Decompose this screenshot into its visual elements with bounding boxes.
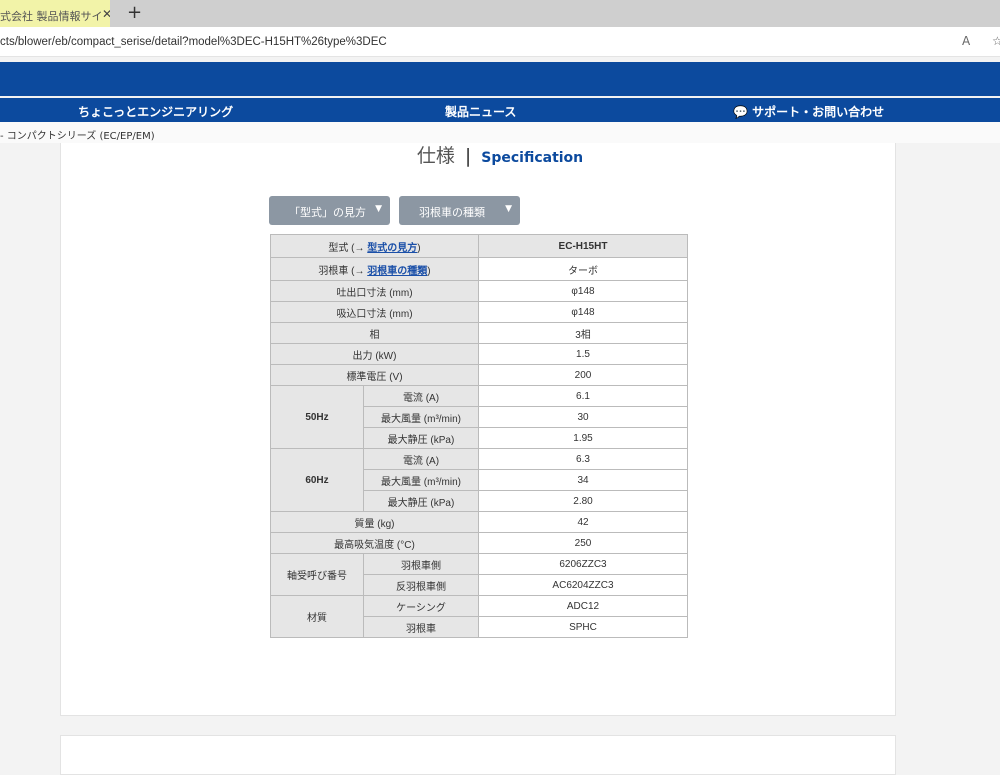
chat-icon: 💬: [733, 105, 748, 119]
spec-value: 6.1: [478, 385, 688, 407]
tab-title: 式会社 製品情報サイ: [0, 10, 103, 23]
url-text[interactable]: cts/blower/eb/compact_serise/detail?mode…: [0, 36, 387, 48]
spec-value: ADC12: [478, 595, 688, 617]
table-row: 軸受呼び番号 羽根車側 6206ZZC3: [270, 553, 688, 596]
table-row: 型式 (→ 型式の見方) EC-H15HT: [270, 234, 688, 258]
spec-value: 1.95: [478, 427, 688, 449]
site-header: [0, 62, 1000, 96]
spec-label: 50Hz: [270, 385, 364, 449]
spec-label: 最大風量 (m³/min): [363, 469, 479, 491]
spec-label: 吐出口寸法 (mm): [270, 280, 479, 302]
table-row: 50Hz 電流 (A) 6.1: [270, 385, 688, 449]
caret-down-icon: ▼: [505, 204, 512, 214]
spec-label: 質量 (kg): [270, 511, 479, 533]
spec-link[interactable]: 型式の見方: [367, 242, 418, 254]
spec-value: φ148: [478, 301, 688, 323]
spec-label: 反羽根車側: [363, 574, 479, 596]
caret-down-icon: ▼: [375, 204, 382, 214]
table-row: 羽根車 SPHC: [271, 616, 688, 638]
table-row: 最大静圧 (kPa) 2.80: [271, 490, 688, 512]
table-row: 60Hz 電流 (A) 6.3: [270, 448, 688, 512]
new-tab-icon[interactable]: +: [127, 2, 143, 23]
spec-label: 電流 (A): [363, 448, 479, 470]
spec-label: 材質: [270, 595, 364, 638]
spec-value: ターボ: [478, 257, 688, 281]
favorite-icon[interactable]: ☆: [992, 34, 1000, 48]
table-row: 質量 (kg) 42: [270, 511, 688, 533]
spec-label: 最大静圧 (kPa): [363, 427, 479, 449]
spec-label: ケーシング: [363, 595, 479, 617]
spec-label: 羽根車: [363, 616, 479, 638]
spec-value: 200: [478, 364, 688, 386]
spec-label: 最大静圧 (kPa): [363, 490, 479, 512]
spec-value: 6.3: [478, 448, 688, 470]
table-row: 最大風量 (m³/min) 34: [271, 469, 688, 491]
nav-item-engineering[interactable]: ちょこっとエンジニアリング: [78, 105, 234, 119]
spec-label: 電流 (A): [363, 385, 479, 407]
spec-table: 型式 (→ 型式の見方) EC-H15HT 羽根車 (→ 羽根車の種類) ターボ 吐出口…: [270, 234, 688, 638]
spec-label: 出力 (kW): [270, 343, 479, 365]
nav-item-support[interactable]: 💬 サポート・お問い合わせ: [733, 105, 885, 119]
spec-label: 最大風量 (m³/min): [363, 406, 479, 428]
spec-label: 軸受呼び番号: [270, 553, 364, 596]
browser-tab-bar: 式会社 製品情報サイ ✕ +: [0, 0, 1000, 36]
spec-value: 2.80: [478, 490, 688, 512]
spec-label: 相: [270, 322, 479, 344]
nav-item-news[interactable]: 製品ニュース: [445, 105, 517, 119]
table-row: 最高吸気温度 (°C) 250: [270, 532, 688, 554]
next-card: [60, 735, 896, 775]
spec-label: 吸込口寸法 (mm): [270, 301, 479, 323]
spec-value: 6206ZZC3: [478, 553, 688, 575]
table-row: 標準電圧 (V) 200: [270, 364, 688, 386]
spec-value: EC-H15HT: [478, 234, 688, 258]
table-row: 相 3相: [270, 322, 688, 344]
table-row: 羽根車 (→ 羽根車の種類) ターボ: [270, 257, 688, 281]
spec-label: 最高吸気温度 (°C): [270, 532, 479, 554]
spec-label: 羽根車 (→ 羽根車の種類): [270, 257, 479, 281]
page-title: 仕様 | Specification: [416, 145, 584, 167]
spec-label: 標準電圧 (V): [270, 364, 479, 386]
read-aloud-icon[interactable]: A: [962, 34, 971, 48]
spec-value: 34: [478, 469, 688, 491]
model-guide-button[interactable]: 「型式」の見方 ▼: [269, 196, 390, 225]
spec-value: 30: [478, 406, 688, 428]
spec-label: 型式 (→ 型式の見方): [270, 234, 479, 258]
address-bar[interactable]: cts/blower/eb/compact_serise/detail?mode…: [0, 27, 1000, 57]
table-row: 材質 ケーシング ADC12: [270, 595, 688, 638]
table-row: 最大風量 (m³/min) 30: [271, 406, 688, 428]
spec-value: 250: [478, 532, 688, 554]
main-nav: ちょこっとエンジニアリング 製品ニュース 💬 サポート・お問い合わせ: [0, 98, 1000, 122]
table-row: 吸込口寸法 (mm) φ148: [270, 301, 688, 323]
spec-value: AC6204ZZC3: [478, 574, 688, 596]
spec-value: SPHC: [478, 616, 688, 638]
table-row: 出力 (kW) 1.5: [270, 343, 688, 365]
spec-value: 3相: [478, 322, 688, 344]
table-row: 最大静圧 (kPa) 1.95: [271, 427, 688, 449]
spec-label: 羽根車側: [363, 553, 479, 575]
breadcrumb: - コンパクトシリーズ (EC/EP/EM): [0, 122, 1000, 143]
spec-value: 42: [478, 511, 688, 533]
impeller-types-button[interactable]: 羽根車の種類 ▼: [399, 196, 520, 225]
table-row: 反羽根車側 AC6204ZZC3: [271, 574, 688, 596]
table-row: 吐出口寸法 (mm) φ148: [270, 280, 688, 302]
spec-value: 1.5: [478, 343, 688, 365]
spec-value: φ148: [478, 280, 688, 302]
spec-link[interactable]: 羽根車の種類: [367, 265, 428, 277]
close-tab-icon[interactable]: ✕: [102, 7, 110, 21]
spec-label: 60Hz: [270, 448, 364, 512]
